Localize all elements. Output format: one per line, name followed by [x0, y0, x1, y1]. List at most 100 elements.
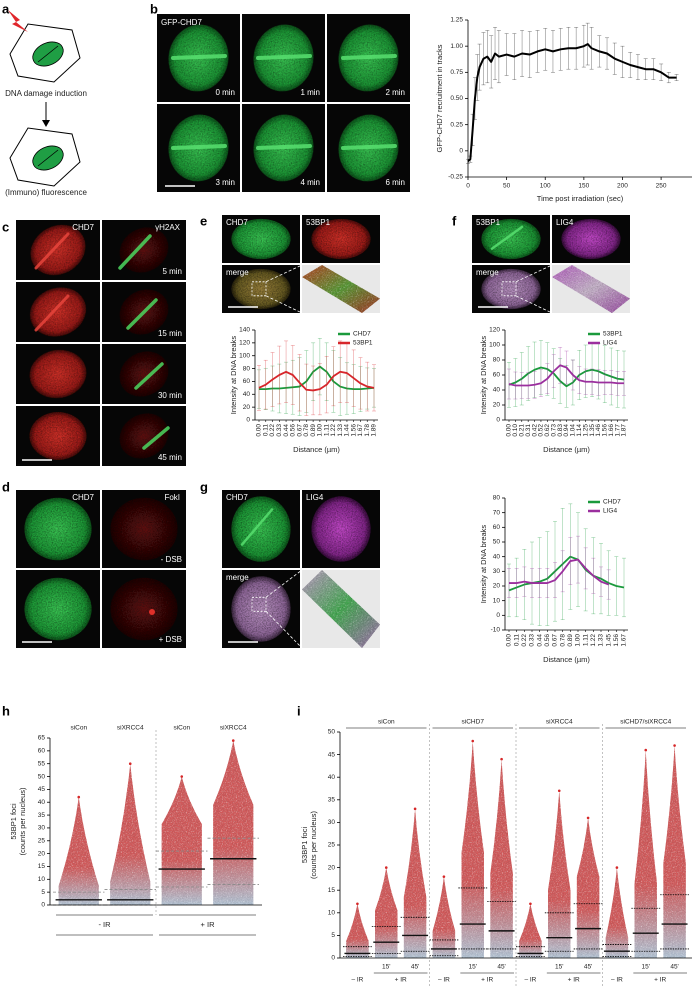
y-tick-label: -10	[491, 627, 501, 634]
max-point	[384, 866, 388, 869]
damage-track	[134, 362, 164, 390]
y-tick-label: 0	[331, 955, 335, 962]
max-point	[471, 739, 475, 743]
channel-label: 53BP1	[306, 218, 331, 227]
group-label: - IR	[98, 920, 111, 929]
x-tick-label: 150	[578, 183, 589, 190]
series-line	[508, 364, 624, 387]
channel-label: LIG4	[556, 218, 574, 227]
foci-strip	[403, 808, 427, 958]
x-tick-label: – IR	[438, 977, 450, 984]
x-tick-label: 50	[503, 183, 511, 190]
x-tick-label: 15'	[469, 964, 477, 971]
x-tick-label: 1.35	[589, 424, 596, 437]
group-label: siCHD7	[462, 719, 485, 726]
panel-label: i	[297, 703, 301, 718]
x-tick-label: 1.11	[582, 634, 589, 647]
damage-track	[240, 508, 274, 546]
x-tick-label: 0.44	[536, 634, 543, 647]
x-tick-label: 15'	[642, 964, 650, 971]
nucleus	[119, 413, 169, 459]
y-tick-label: -0.25	[448, 174, 463, 181]
y-tick-label: 80	[243, 365, 251, 372]
max-point	[356, 902, 359, 906]
y-tick-label: 0	[246, 417, 250, 424]
x-tick-label: 0.33	[276, 424, 283, 437]
y-tick-label: 1.25	[450, 17, 463, 24]
y-tick-label: 80	[493, 495, 501, 502]
treatment-label: + IR	[654, 977, 666, 984]
max-point	[231, 739, 235, 742]
x-tick-label: 1.22	[590, 634, 597, 647]
damage-track	[490, 225, 524, 250]
series-line	[259, 365, 375, 391]
x-tick-label: 1.87	[621, 424, 628, 437]
panel-label: f	[452, 213, 457, 228]
x-axis-label: Distance (µm)	[543, 445, 590, 454]
x-tick-label: 0.56	[290, 424, 297, 437]
y-axis-label: (counts per nucleus)	[309, 811, 318, 879]
x-tick-label: 0.31	[525, 424, 532, 437]
roi-link	[515, 264, 553, 283]
max-point	[557, 789, 561, 793]
x-tick-label: – IR	[611, 977, 623, 984]
step-text: DNA damage induction	[5, 89, 87, 98]
max-point	[442, 875, 446, 878]
damage-track	[118, 234, 152, 270]
y-tick-label: 15	[328, 887, 336, 894]
zoom-region	[302, 265, 380, 313]
x-tick-label: 0	[466, 183, 470, 190]
time-label: 45 min	[158, 453, 182, 462]
y-tick-label: 120	[239, 340, 250, 347]
damage-track	[171, 144, 227, 150]
foci-strip	[634, 750, 657, 958]
nucleus-break	[37, 149, 59, 167]
x-tick-label: 200	[617, 183, 628, 190]
x-tick-label: – IR	[524, 977, 536, 984]
max-point	[413, 807, 417, 811]
max-point	[529, 902, 532, 906]
condition-label: + DSB	[159, 635, 182, 644]
roi-link	[265, 295, 303, 314]
nucleus	[231, 496, 291, 562]
y-tick-label: 140	[239, 327, 250, 334]
time-label: 4 min	[300, 178, 320, 187]
max-point	[180, 775, 184, 778]
x-tick-label: 1.89	[371, 424, 378, 437]
nucleus	[311, 218, 371, 260]
x-tick-label: 45'	[411, 964, 419, 971]
max-point	[673, 744, 676, 747]
group-label: siXRCC4	[546, 719, 573, 726]
legend-label: 53BP1	[353, 340, 373, 347]
y-tick-label: 15	[38, 863, 46, 870]
channel-label: CHD7	[72, 223, 94, 232]
y-tick-label: 60	[38, 748, 46, 755]
roi-box	[501, 281, 517, 297]
damage-track	[171, 54, 227, 60]
y-tick-label: 0	[496, 417, 500, 424]
foci-strip	[213, 740, 254, 905]
y-tick-label: 35	[38, 812, 46, 819]
x-tick-label: 1.67	[621, 634, 628, 647]
nucleus	[119, 227, 169, 273]
foci-strip	[161, 776, 202, 905]
y-axis-label: Intensity at DNA breaks	[229, 336, 238, 415]
treatment-label: + IR	[481, 977, 493, 984]
y-tick-label: 40	[493, 387, 501, 394]
time-label: 30 min	[158, 391, 182, 400]
y-tick-label: 60	[493, 372, 501, 379]
y-tick-label: 0.50	[450, 95, 463, 102]
y-tick-label: 30	[38, 825, 46, 832]
x-tick-label: – IR	[351, 977, 363, 984]
x-tick-label: siCon	[70, 725, 87, 732]
max-point	[615, 866, 619, 869]
roi-box	[251, 596, 267, 612]
panel-label: h	[2, 703, 10, 718]
treatment-label: + IR	[395, 977, 407, 984]
x-tick-label: 1.14	[576, 424, 583, 437]
roi-link	[265, 569, 303, 598]
max-point	[128, 762, 132, 765]
x-tick-label: 1.56	[602, 424, 609, 437]
foci-strip	[461, 741, 484, 958]
x-tick-label: 0.52	[538, 424, 545, 437]
